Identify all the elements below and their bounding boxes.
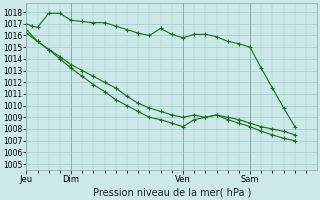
X-axis label: Pression niveau de la mer( hPa ): Pression niveau de la mer( hPa ) [92,187,251,197]
